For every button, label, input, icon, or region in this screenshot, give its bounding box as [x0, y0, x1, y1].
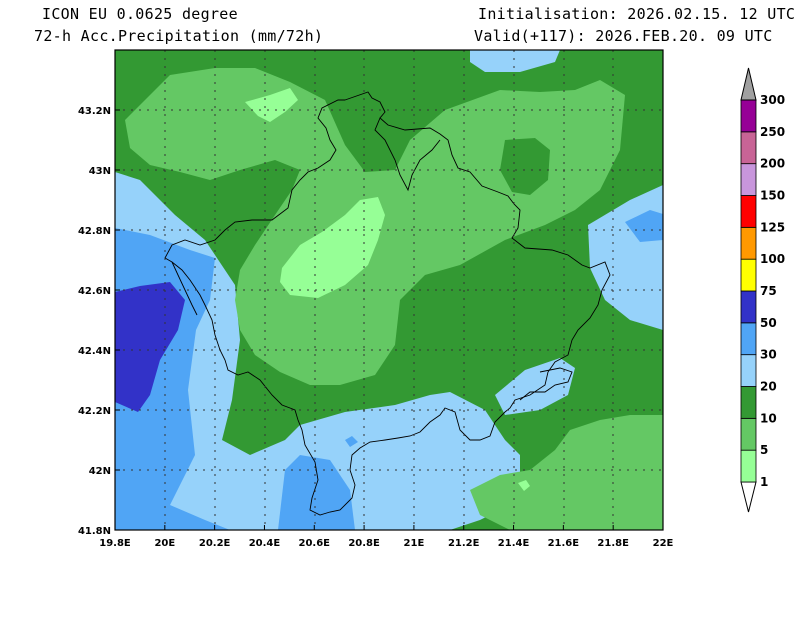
y-tick-label: 42.6N: [78, 286, 111, 297]
field-1-5-north: [245, 88, 298, 122]
field-1-5-south: [518, 480, 530, 491]
valid-time: Valid(+117): 2026.FEB.20. 09 UTC: [474, 27, 773, 45]
y-tick-label: 42.8N: [78, 226, 111, 237]
colorbar-level-label: 150: [760, 189, 785, 203]
colorbar-swatch: [740, 449, 757, 483]
init-time: Initialisation: 2026.02.15. 12 UTC: [478, 5, 796, 23]
y-tick-label: 41.8N: [78, 526, 111, 537]
colorbar-level-label: 100: [760, 252, 785, 266]
x-tick-label: 22E: [653, 538, 674, 549]
colorbar-level-label: 300: [760, 93, 785, 107]
x-tick-label: 20.8E: [348, 538, 380, 549]
colorbar-level-label: 10: [760, 411, 777, 425]
colorbar-max-triangle: [740, 67, 757, 101]
colorbar-swatch: [740, 386, 757, 419]
x-tick-label: 21.6E: [548, 538, 580, 549]
border-line: [164, 91, 611, 516]
colorbar-swatch: [740, 163, 757, 196]
colorbar-swatch: [740, 195, 757, 228]
field-20-30-north: [470, 50, 560, 72]
colorbar-swatch: [740, 258, 757, 292]
x-tick-label: 20E: [154, 538, 175, 549]
colorbar-level-label: 30: [760, 348, 777, 362]
x-tick-label: 21.2E: [448, 538, 480, 549]
colorbar-level-label: 50: [760, 316, 777, 330]
colorbar-swatch: [740, 131, 757, 165]
colorbar-level-label: 1: [760, 475, 768, 489]
x-tick-label: 20.2E: [199, 538, 231, 549]
x-tick-label: 21.4E: [498, 538, 530, 549]
colorbar-swatch: [740, 417, 757, 451]
border-line: [374, 117, 441, 192]
border-line: [519, 367, 573, 401]
x-tick-label: 20.6E: [299, 538, 331, 549]
field-title: 72-h Acc.Precipitation (mm/72h): [34, 27, 324, 45]
field-50-75-west: [115, 282, 185, 412]
x-tick-label: 19.8E: [99, 538, 131, 549]
field-20-30-west: [115, 172, 520, 530]
colorbar-swatch: [740, 99, 757, 133]
field-30-50-northeast: [625, 210, 663, 242]
colorbar-level-label: 250: [760, 125, 785, 139]
model-title: ICON EU 0.0625 degree: [42, 5, 238, 23]
y-tick-label: 42.4N: [78, 346, 111, 357]
colorbar-level-label: 75: [760, 284, 777, 298]
colorbar-swatch: [740, 290, 757, 324]
country-borders: [164, 91, 611, 516]
x-tick-label: 20.4E: [249, 538, 281, 549]
field-10-20-northeast-hole: [500, 138, 550, 195]
x-tick-label: 21E: [404, 538, 425, 549]
colorbar-level-label: 5: [760, 443, 768, 457]
colorbar-level-label: 20: [760, 380, 777, 394]
axis-ticks: 19.8E 20E 20.2E 20.4E 20.6E 20.8E 21E 21.2E 21.4…: [78, 106, 674, 549]
lat-lon-grid: [115, 50, 663, 530]
y-tick-label: 42N: [89, 466, 111, 477]
field-5-10-south: [470, 415, 663, 530]
y-tick-label: 42.2N: [78, 406, 111, 417]
colorbar: 1 5 10 20 30 50 75 100 125 150 200 250 300: [740, 67, 785, 513]
y-tick-label: 43N: [89, 166, 111, 177]
x-tick-label: 21.8E: [597, 538, 629, 549]
field-1-5-central: [280, 197, 385, 298]
colorbar-swatch: [740, 322, 757, 356]
colorbar-swatch: [740, 354, 757, 387]
y-tick-label: 43.2N: [78, 106, 111, 117]
colorbar-min-triangle: [740, 481, 757, 513]
colorbar-level-label: 125: [760, 220, 785, 234]
colorbar-swatch: [740, 226, 757, 260]
border-line: [171, 261, 198, 316]
colorbar-level-label: 200: [760, 157, 785, 171]
field-30-50-spot: [345, 436, 358, 447]
